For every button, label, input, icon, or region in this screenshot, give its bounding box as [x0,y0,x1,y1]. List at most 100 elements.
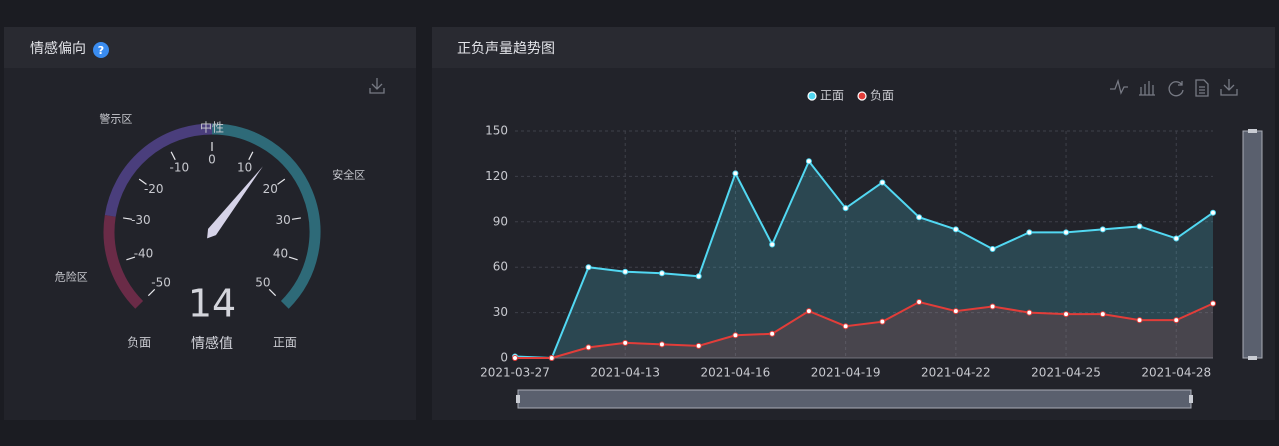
legend-label: 负面 [870,89,894,103]
panel-header [432,27,1275,68]
panel-header [4,27,416,68]
point [512,355,518,361]
y-tick-label: 90 [493,214,508,228]
gauge-zone [211,123,321,309]
gauge-tick-label: 50 [255,275,270,289]
data-view-icon[interactable] [1195,79,1209,97]
point [805,308,812,315]
gauge-tick-label: -50 [151,275,171,289]
gauge-tick [138,178,147,185]
gauge-tick-label: 40 [273,247,288,261]
x-tick-label: 2021-04-22 [921,366,991,380]
point [585,344,592,351]
point [1026,309,1033,316]
save-icon[interactable] [1220,79,1238,96]
gauge-value: 14 [188,282,236,326]
gauge-needle [207,166,263,239]
x-tick-label: 2021-03-27 [480,366,550,380]
zone-label: 危险区 [55,270,88,284]
point [1210,209,1216,216]
point [695,342,702,349]
bar-icon[interactable] [1139,81,1155,96]
y-tick-label: 0 [500,351,508,365]
gauge-tick-label: 0 [208,153,216,167]
point [769,330,776,337]
gauge-tick [277,178,286,185]
point [732,332,739,339]
gauge-zone [103,215,144,309]
y-tick-label: 60 [493,260,508,274]
gauge-max-label: 正面 [273,335,297,349]
gauge-zone [104,123,213,217]
gauge-tick [288,256,298,261]
point [658,270,665,277]
zoom-handle[interactable] [1248,129,1257,133]
gauge-panel [4,27,416,420]
point [622,268,629,275]
point [1063,229,1070,236]
zoom-range[interactable] [517,389,1192,409]
x-tick-label: 2021-04-16 [701,366,771,380]
gauge-tick-label: 30 [275,213,290,227]
gauge-tick [248,151,254,161]
gauge-tick-label: 10 [237,160,252,174]
zone-label: 安全区 [332,167,365,181]
point [658,341,665,348]
point [548,355,555,361]
point [989,246,996,253]
point [695,273,702,280]
download-button[interactable] [369,78,385,94]
area [515,302,1213,358]
x-zoom-slider[interactable] [516,389,1193,409]
y-tick-label: 150 [485,124,508,138]
gauge-min-label: 负面 [127,335,151,349]
zone-label: 警示区 [99,111,132,125]
zoom-range[interactable] [1242,130,1263,359]
point [952,226,959,233]
point [879,179,886,186]
gauge-tick [126,256,136,261]
gauge-tick-label: -20 [144,182,164,196]
toolbar [1110,78,1238,97]
gauge-tick [147,288,156,297]
trend-panel [432,27,1275,420]
area [515,161,1213,358]
restore-icon[interactable] [1168,81,1184,97]
zoom-handle[interactable] [1248,356,1257,360]
point [732,170,739,177]
legend-marker [857,91,867,101]
point [1099,226,1106,233]
point [989,303,996,310]
x-tick-label: 2021-04-28 [1141,366,1211,380]
point [622,339,629,346]
gauge-tick-label: 20 [263,182,278,196]
point [916,299,923,306]
y-zoom-slider[interactable] [1242,129,1263,360]
line [515,300,1214,359]
point [585,264,592,271]
line-icon[interactable] [1110,78,1128,95]
gauge-tick [291,217,301,220]
point [769,241,776,248]
help-icon-text[interactable]: ? [98,44,104,57]
point [805,158,812,165]
point [879,318,886,325]
zoom-handle[interactable] [516,395,520,403]
point [1026,229,1033,236]
zoom-handle[interactable] [1189,395,1193,403]
point [1099,311,1106,318]
legend-label: 正面 [820,89,844,103]
gauge-tick [123,217,133,220]
y-tick-label: 30 [493,305,508,319]
gauge-tick-label: -40 [134,247,154,261]
help-icon[interactable] [93,42,109,58]
point [1136,317,1143,324]
legend-marker [807,91,817,101]
point [916,214,923,221]
gauge-tick-label: -10 [170,160,190,174]
gauge-tick [170,151,176,161]
y-tick-label: 120 [485,169,508,183]
point [842,205,849,212]
point [842,323,849,330]
